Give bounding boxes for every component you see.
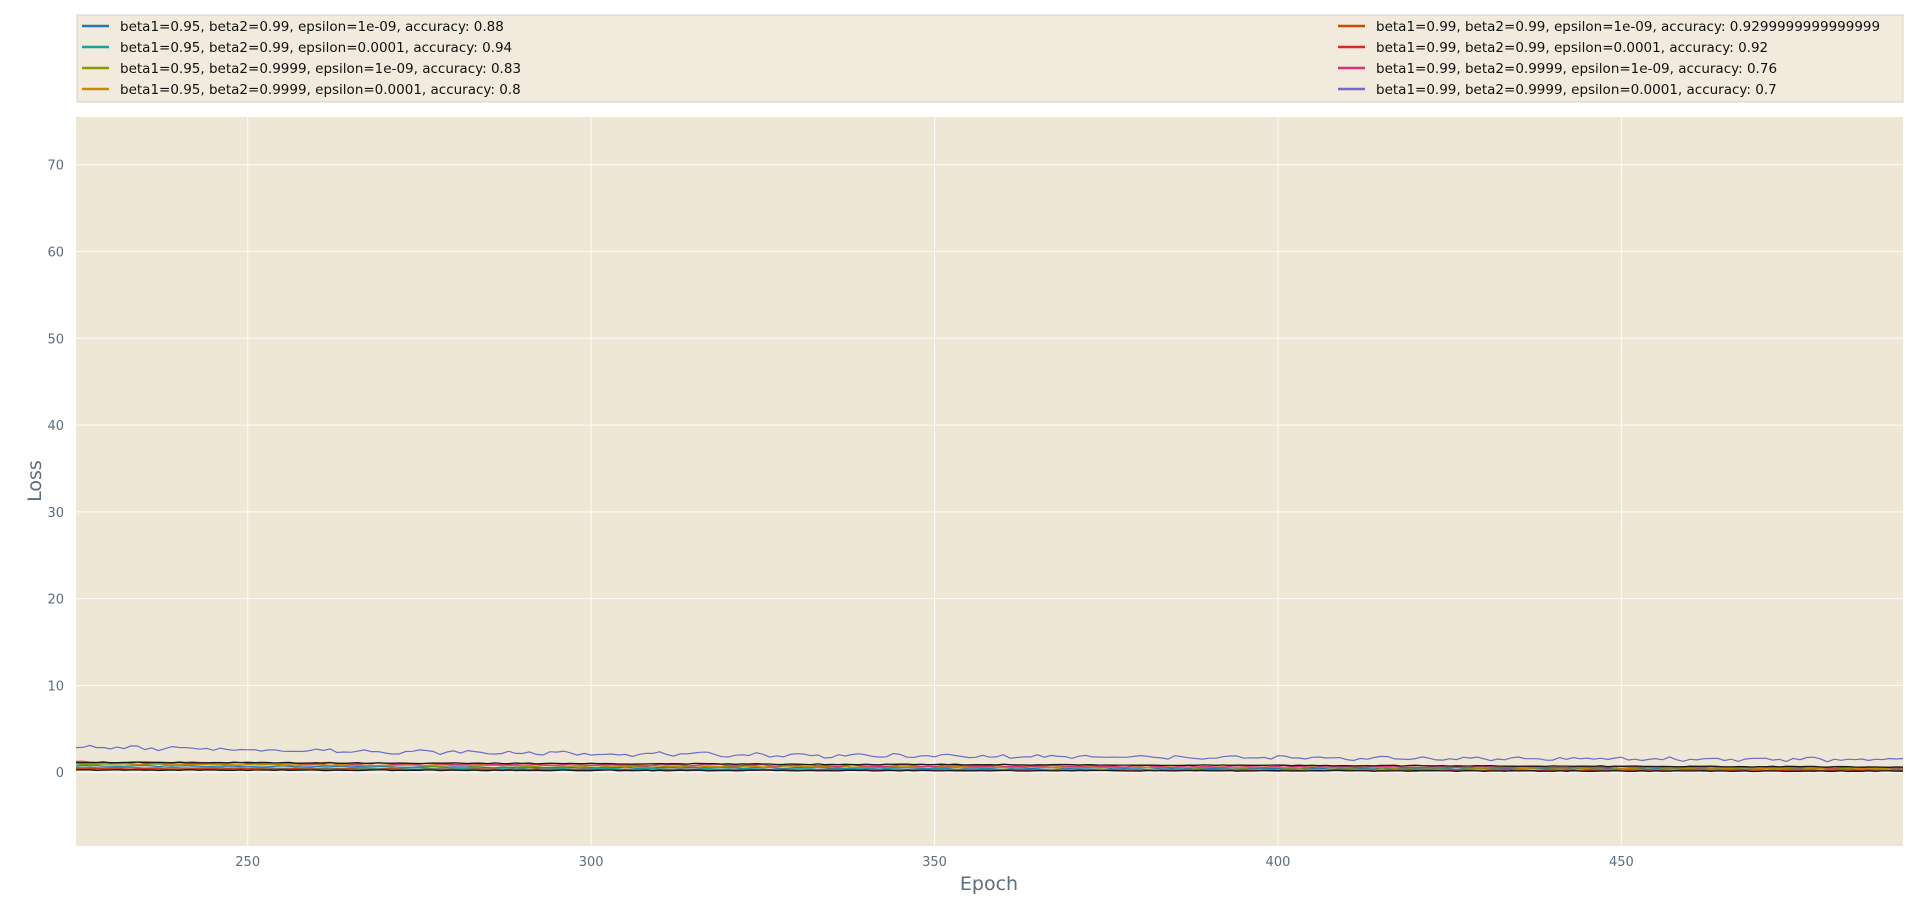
series-lines: [75, 744, 1904, 773]
y-tick-label: 70: [47, 159, 64, 174]
x-axis-label: Epoch: [960, 873, 1018, 895]
legend-entry: beta1=0.99, beta2=0.9999, epsilon=0.0001…: [1376, 82, 1777, 98]
y-tick-label: 40: [47, 419, 64, 434]
overlay-line: [75, 769, 1904, 773]
y-tick-label: 60: [47, 246, 64, 261]
y-tick-label: 20: [47, 593, 64, 608]
x-tick-label: 400: [1266, 855, 1291, 870]
legend-entry: beta1=0.99, beta2=0.99, epsilon=0.0001, …: [1376, 40, 1768, 56]
legend-entry: beta1=0.99, beta2=0.9999, epsilon=1e-09,…: [1376, 61, 1777, 77]
legend: beta1=0.95, beta2=0.99, epsilon=1e-09, a…: [82, 19, 1880, 98]
legend-entry: beta1=0.95, beta2=0.9999, epsilon=0.0001…: [120, 82, 521, 98]
y-axis-label: Loss: [24, 460, 46, 502]
x-tick-label: 350: [922, 855, 947, 870]
legend-entry: beta1=0.95, beta2=0.99, epsilon=0.0001, …: [120, 40, 512, 56]
y-tick-label: 0: [56, 766, 64, 781]
overlay-line: [75, 761, 1904, 768]
series-line: [75, 744, 1904, 763]
series-line: [75, 766, 1904, 772]
legend-entry: beta1=0.95, beta2=0.99, epsilon=1e-09, a…: [120, 19, 504, 35]
grid: [76, 117, 1903, 846]
x-tick-label: 300: [579, 855, 604, 870]
plot-area: [76, 117, 1903, 846]
legend-entry: beta1=0.99, beta2=0.99, epsilon=1e-09, a…: [1376, 19, 1880, 35]
y-tick-label: 50: [47, 332, 64, 347]
y-tick-label: 30: [47, 506, 64, 521]
x-tick-label: 450: [1609, 855, 1634, 870]
y-tick-label: 10: [47, 679, 64, 694]
x-tick-label: 250: [235, 855, 260, 870]
legend-box: [76, 14, 1904, 103]
x-ticks: 250 300 350 400 450: [235, 855, 1634, 870]
legend-entry: beta1=0.95, beta2=0.9999, epsilon=1e-09,…: [120, 61, 521, 77]
y-ticks: 0 10 20 30 40 50 60 70: [47, 159, 64, 781]
